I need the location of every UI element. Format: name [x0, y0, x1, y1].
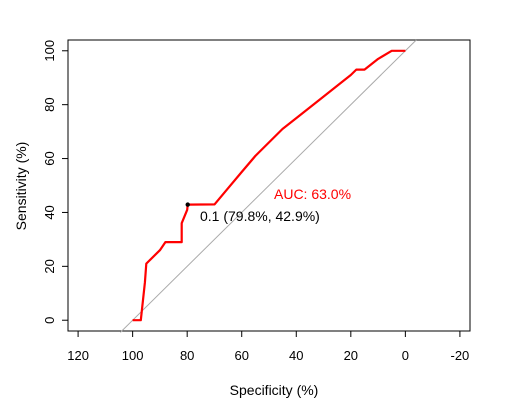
- roc-curve: [132, 49, 406, 322]
- y-tick-label: 60: [42, 151, 57, 165]
- x-tick-label: 60: [234, 348, 248, 363]
- y-tick-label: 40: [42, 205, 57, 219]
- x-tick-label: -20: [451, 348, 470, 363]
- y-tick-label: 20: [42, 259, 57, 273]
- chance-diagonal: [120, 39, 417, 333]
- x-tick-label: 100: [122, 348, 144, 363]
- y-tick-label: 80: [42, 97, 57, 111]
- x-axis-label: Specificity (%): [230, 382, 319, 398]
- x-tick-label: 80: [180, 348, 194, 363]
- x-tick-label: 20: [344, 348, 358, 363]
- diagonal-line: [120, 39, 417, 333]
- threshold-label: 0.1 (79.8%, 42.9%): [200, 208, 320, 224]
- x-tick-label: 0: [402, 348, 409, 363]
- plot-frame: [67, 39, 471, 332]
- y-axis: 0 20 40 60 80 100: [42, 40, 68, 324]
- annotations: AUC: 63.0% 0.1 (79.8%, 42.9%): [200, 186, 351, 224]
- threshold-point: [185, 202, 190, 207]
- y-tick-label: 0: [42, 317, 57, 324]
- x-tick-label: 40: [289, 348, 303, 363]
- plot-area: [67, 39, 471, 332]
- auc-label: AUC: 63.0%: [274, 186, 351, 202]
- axis-labels: Specificity (%) Sensitivity (%): [13, 142, 318, 398]
- x-axis: 120 100 80 60 40 20 0 -20: [67, 331, 469, 363]
- y-axis-label: Sensitivity (%): [13, 142, 29, 231]
- y-tick-label: 100: [42, 40, 57, 62]
- x-tick-label: 120: [67, 348, 89, 363]
- roc-curve-line: [132, 49, 406, 322]
